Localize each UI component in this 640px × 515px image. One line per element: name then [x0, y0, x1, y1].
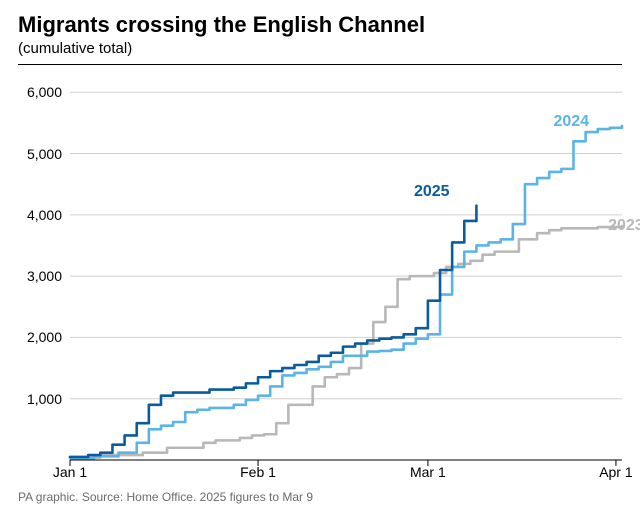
y-tick-label: 4,000 [14, 207, 62, 223]
y-tick-label: 1,000 [14, 391, 62, 407]
y-tick-label: 5,000 [14, 146, 62, 162]
chart-container: Migrants crossing the English Channel (c… [0, 0, 640, 515]
y-tick-label: 2,000 [14, 329, 62, 345]
series-label-2024: 2024 [553, 113, 589, 131]
plot-svg [70, 80, 622, 460]
series-label-2025: 2025 [414, 183, 450, 201]
y-tick-label: 6,000 [14, 84, 62, 100]
x-tick-label: Mar 1 [410, 464, 446, 480]
chart-subtitle: (cumulative total) [18, 40, 132, 57]
y-tick-label: 3,000 [14, 268, 62, 284]
title-rule [18, 64, 622, 65]
chart-footnote: PA graphic. Source: Home Office. 2025 fi… [18, 490, 313, 504]
x-tick-label: Jan 1 [53, 464, 87, 480]
series-label-2023: 2023 [608, 217, 640, 235]
plot-area [70, 80, 622, 460]
x-tick-label: Feb 1 [240, 464, 276, 480]
chart-title: Migrants crossing the English Channel [18, 12, 425, 38]
x-tick-label: Apr 1 [599, 464, 632, 480]
